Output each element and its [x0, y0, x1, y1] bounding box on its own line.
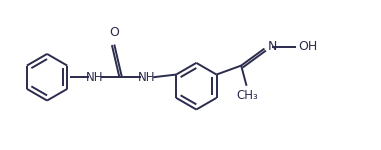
Text: O: O	[109, 26, 119, 39]
Text: N: N	[268, 40, 277, 53]
Text: NH: NH	[138, 71, 156, 84]
Text: OH: OH	[299, 40, 318, 53]
Text: NH: NH	[86, 71, 104, 84]
Text: CH₃: CH₃	[237, 89, 258, 102]
